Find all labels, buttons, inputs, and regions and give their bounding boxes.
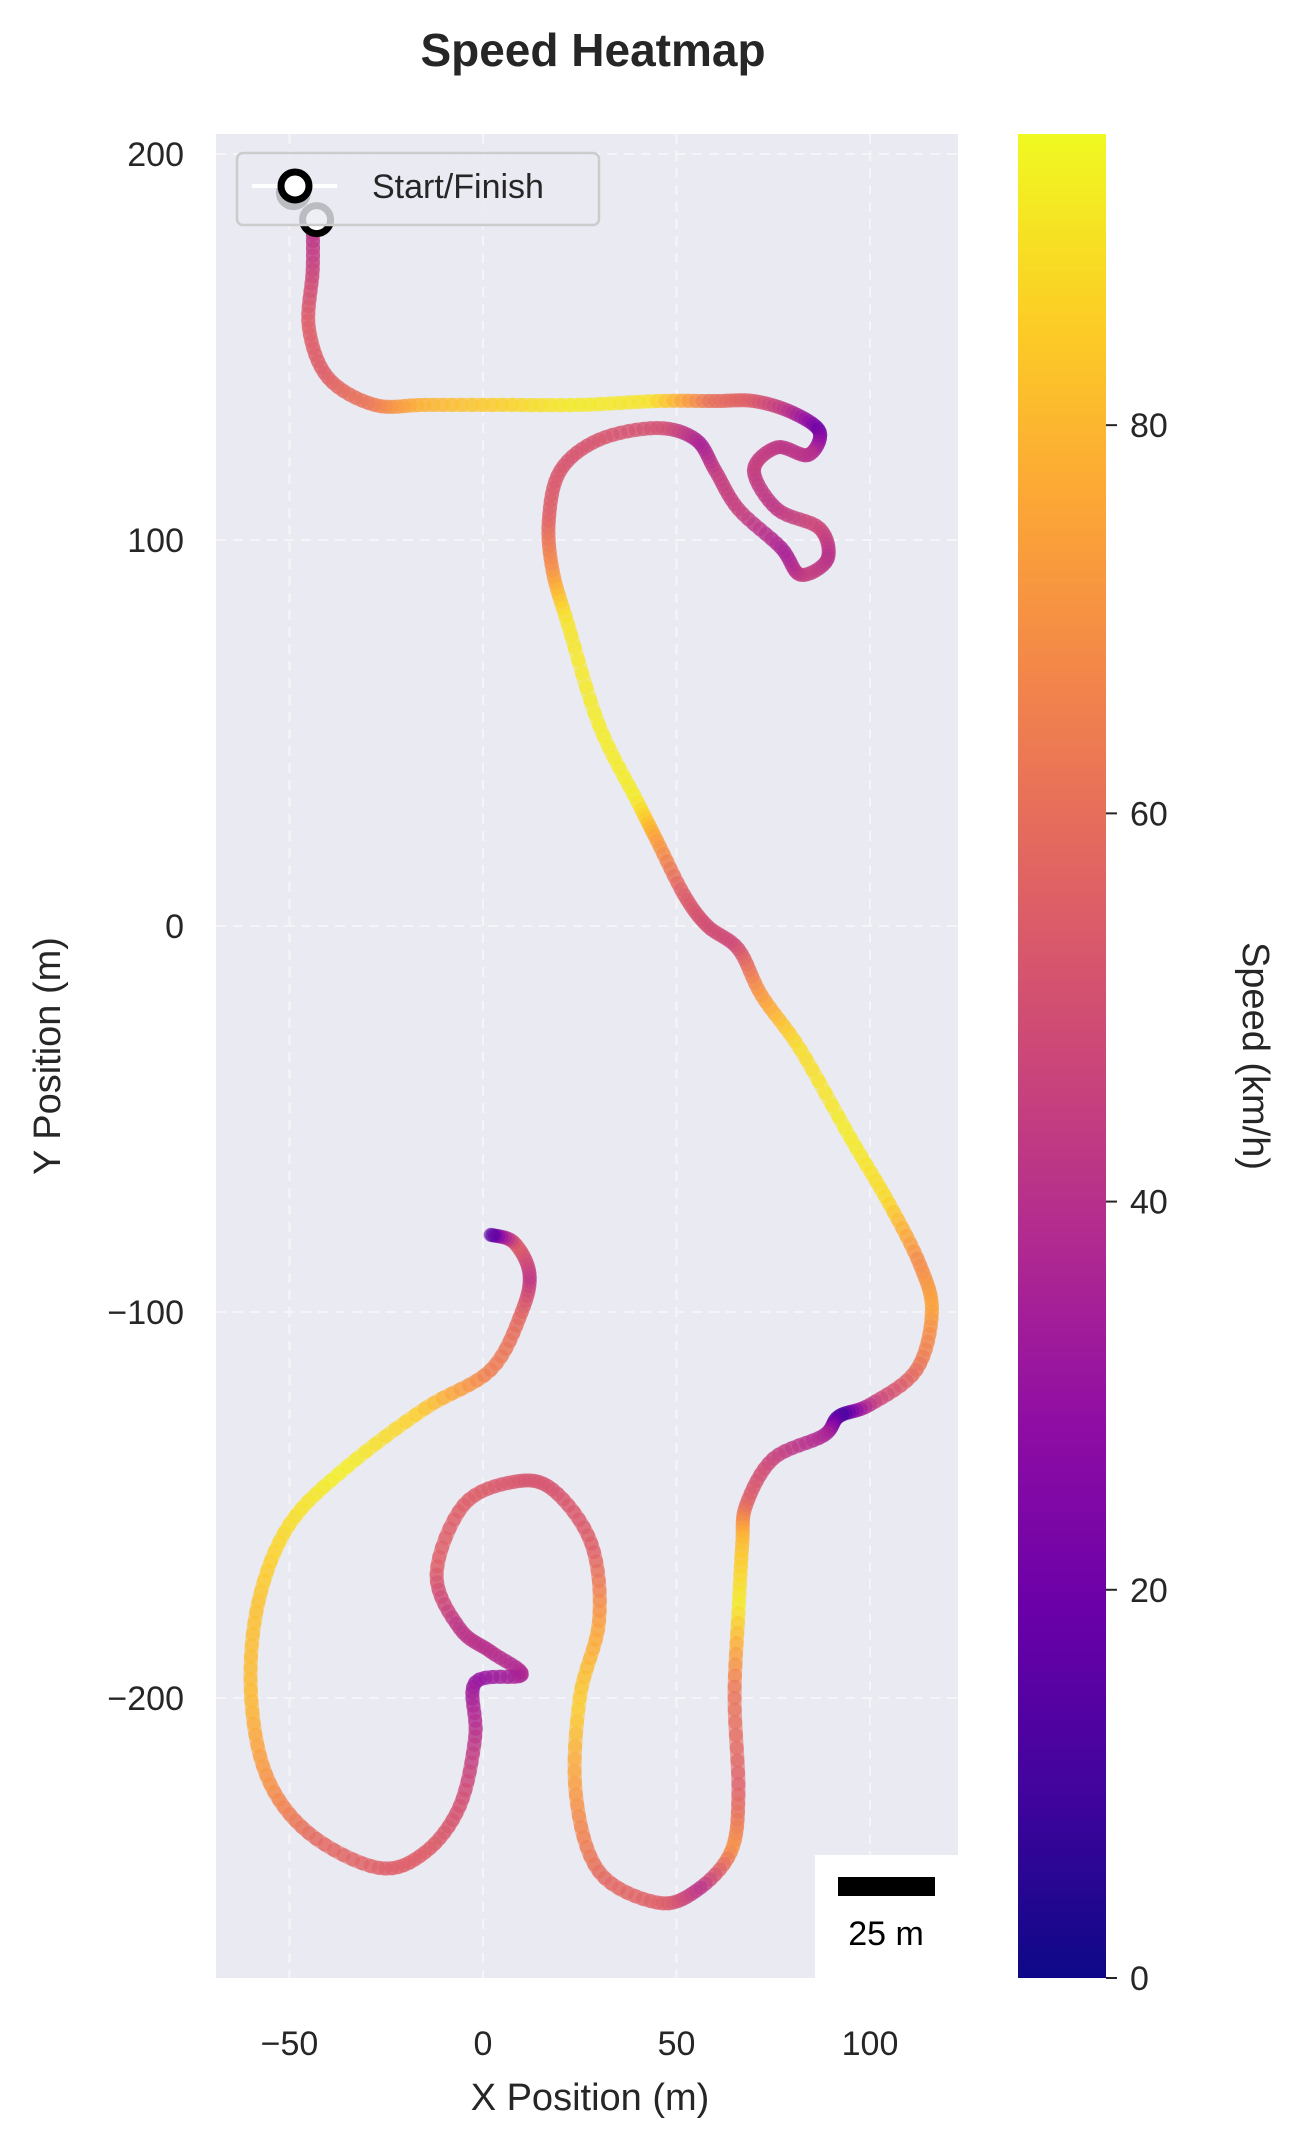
legend-label-start-finish: Start/Finish <box>372 168 544 206</box>
x-tick-label: −50 <box>261 2025 319 2063</box>
y-tick-label: −200 <box>107 1680 184 1718</box>
grid-lines <box>216 134 958 1978</box>
colorbar-tick-label: 40 <box>1130 1184 1168 1222</box>
legend: Start/Finish <box>235 151 601 227</box>
y-tick-label: 0 <box>165 908 184 946</box>
colorbar: 0 20 40 60 80 Speed (km/h) <box>1018 134 1276 1998</box>
colorbar-tick-label: 80 <box>1130 407 1168 445</box>
x-tick-label: 0 <box>474 2025 493 2063</box>
colorbar-ticks: 0 20 40 60 80 <box>1106 407 1168 1998</box>
y-axis-label: Y Position (m) <box>27 937 69 1175</box>
x-tick-label: 50 <box>658 2025 696 2063</box>
chart-title: Speed Heatmap <box>420 24 765 76</box>
colorbar-tick-label: 20 <box>1130 1572 1168 1610</box>
colorbar-tick-label: 0 <box>1130 1960 1149 1998</box>
y-tick-label: 200 <box>127 136 184 174</box>
x-axis-ticks: −50 0 50 100 <box>261 2025 899 2063</box>
x-tick-label: 100 <box>842 2025 899 2063</box>
scale-bar-label: 25 m <box>848 1915 924 1953</box>
y-axis-ticks: 200 100 0 −100 −200 <box>107 136 184 1718</box>
colorbar-gradient <box>1018 134 1106 1978</box>
y-tick-label: −100 <box>107 1294 184 1332</box>
colorbar-tick-label: 60 <box>1130 795 1168 833</box>
scale-bar: 25 m <box>815 1855 958 1978</box>
colorbar-label: Speed (km/h) <box>1234 942 1276 1170</box>
legend-circle-icon <box>277 168 313 204</box>
scale-bar-line <box>838 1877 935 1896</box>
y-tick-label: 100 <box>127 522 184 560</box>
x-axis-label: X Position (m) <box>471 2077 710 2119</box>
track-path <box>243 212 939 1911</box>
